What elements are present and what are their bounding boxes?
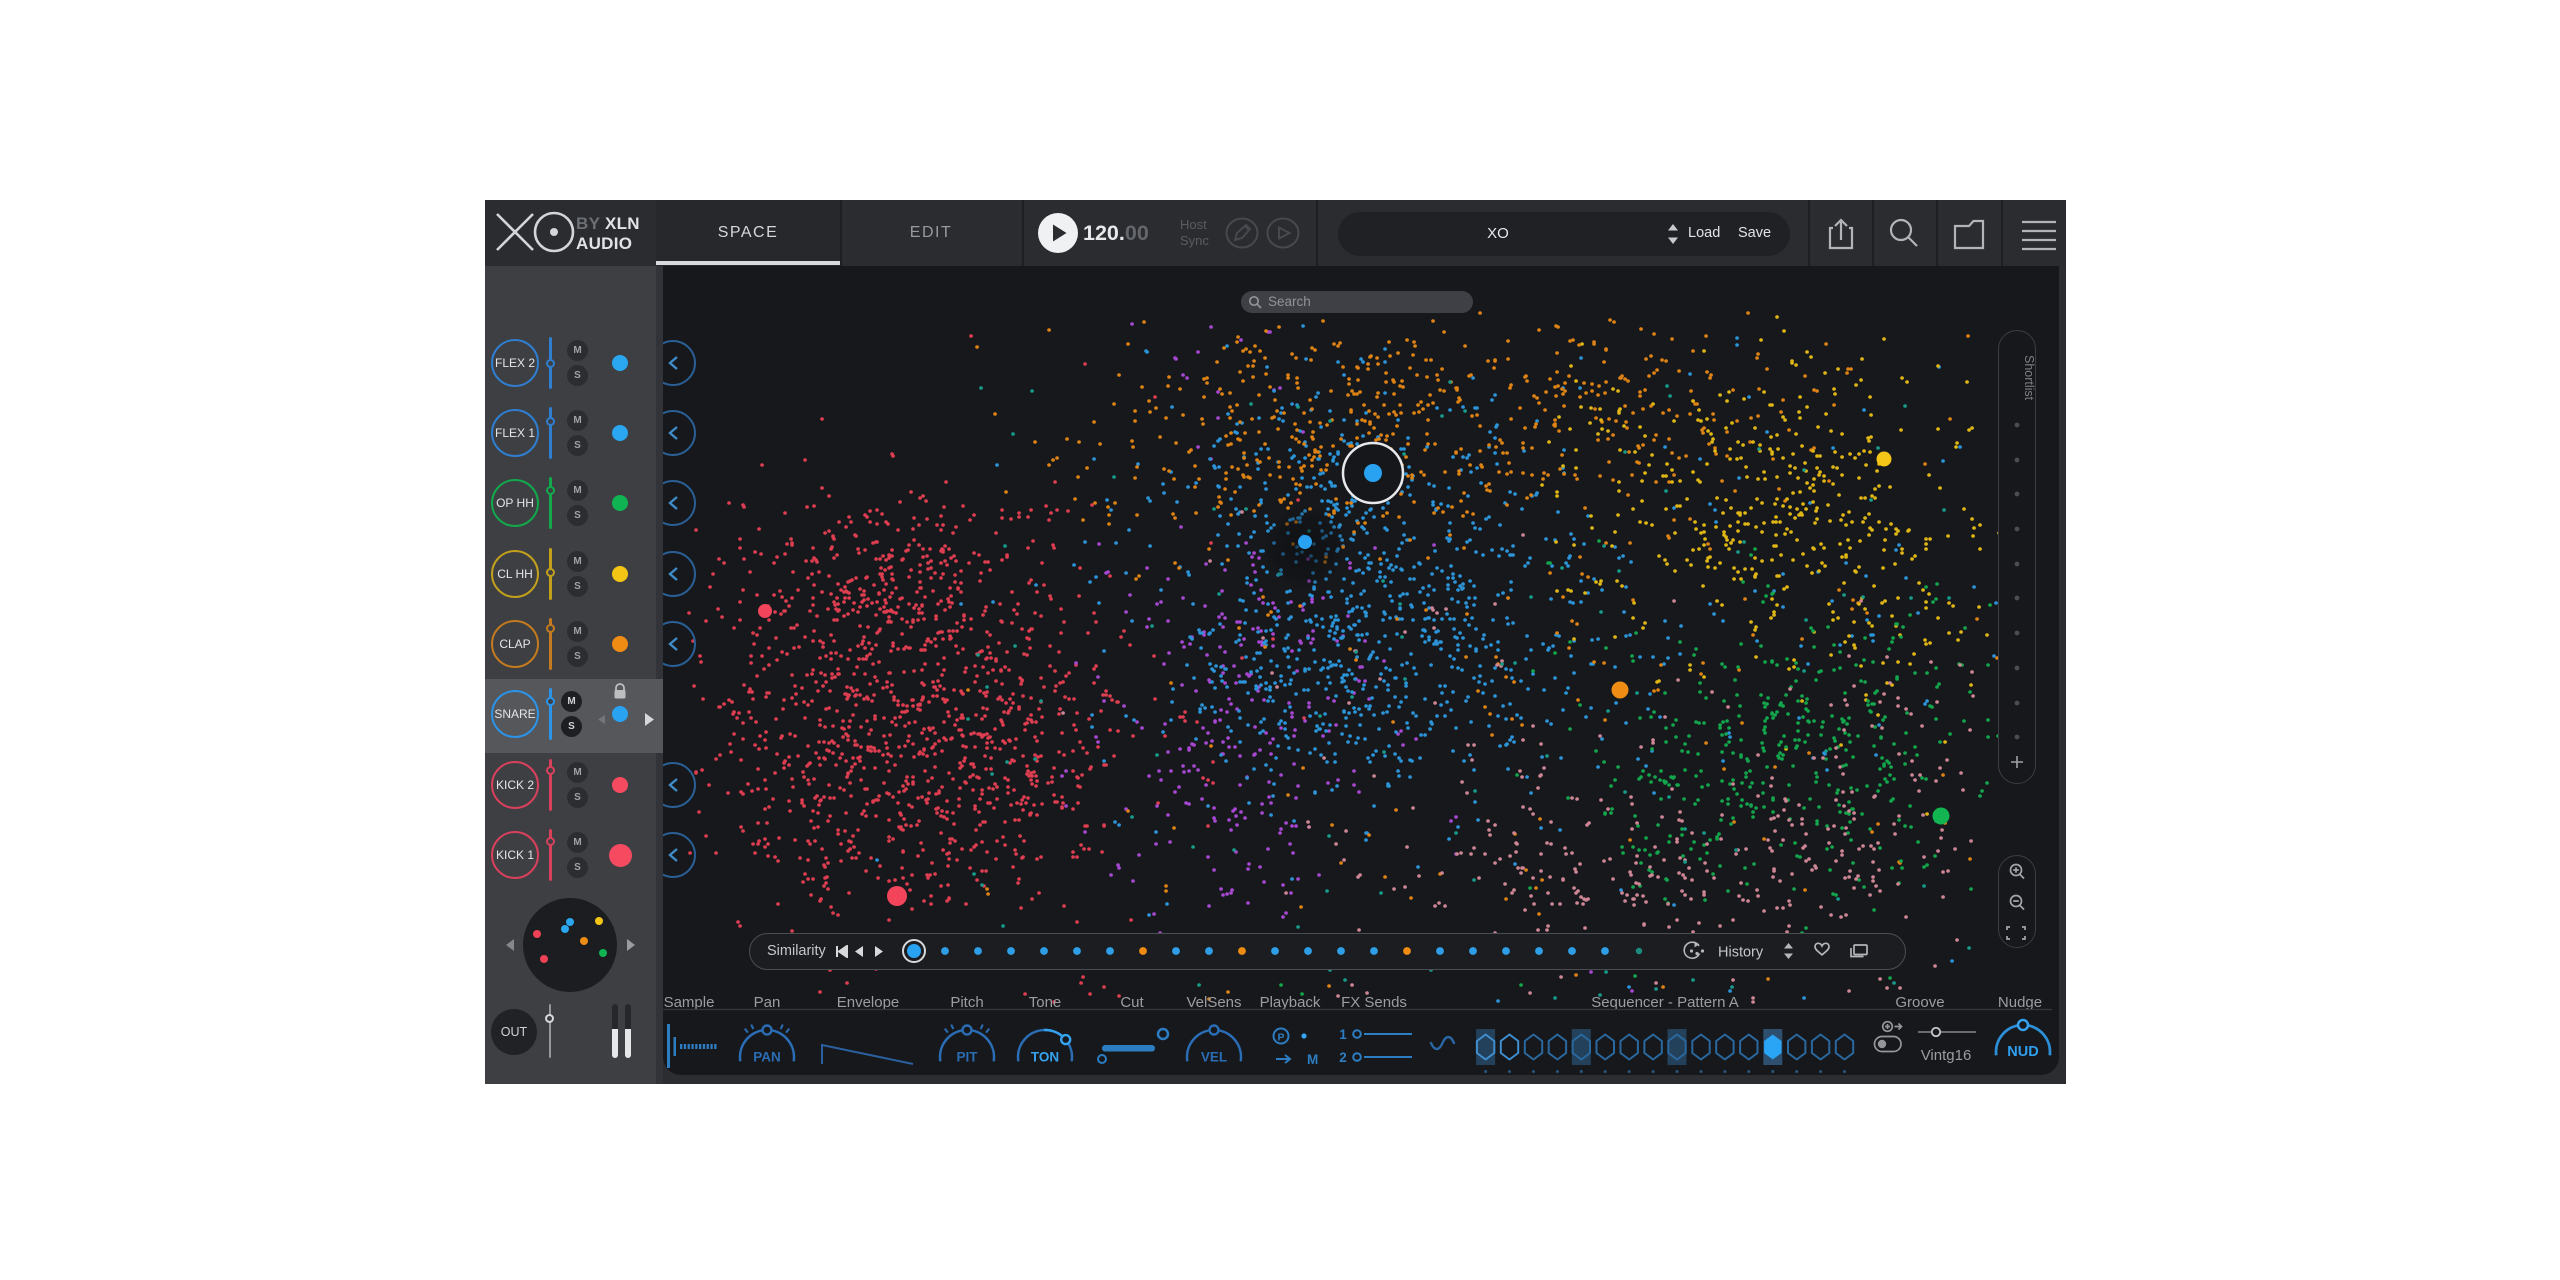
svg-text:Nudge: Nudge (1998, 994, 2042, 1011)
svg-text:P: P (1277, 1032, 1284, 1044)
svg-text:Sync: Sync (1180, 233, 1209, 248)
svg-text:Pan: Pan (754, 994, 781, 1011)
svg-text:Sample: Sample (664, 994, 715, 1011)
svg-text:Playback: Playback (1260, 994, 1321, 1011)
svg-text:FX Sends: FX Sends (1341, 994, 1407, 1011)
svg-text:120.00: 120.00 (1083, 221, 1149, 245)
svg-text:Cut: Cut (1120, 994, 1144, 1011)
svg-text:VEL: VEL (1201, 1050, 1227, 1065)
svg-text:2: 2 (1339, 1050, 1347, 1065)
svg-text:1: 1 (1339, 1027, 1347, 1042)
svg-text:NUD: NUD (2007, 1044, 2038, 1060)
svg-text:VelSens: VelSens (1186, 994, 1241, 1011)
svg-text:Groove: Groove (1895, 994, 1944, 1011)
svg-text:Tone: Tone (1029, 994, 1062, 1011)
svg-text:TON: TON (1031, 1050, 1059, 1065)
svg-text:M: M (1307, 1052, 1318, 1067)
svg-text:PAN: PAN (753, 1050, 781, 1065)
svg-text:BY XLN: BY XLN (576, 214, 640, 233)
svg-text:PIT: PIT (956, 1050, 978, 1065)
svg-text:Pitch: Pitch (950, 994, 983, 1011)
svg-text:AUDIO: AUDIO (576, 234, 632, 253)
svg-text:Vintg16: Vintg16 (1921, 1047, 1972, 1064)
svg-text:Host: Host (1180, 217, 1207, 232)
svg-text:Sequencer - Pattern A: Sequencer - Pattern A (1591, 994, 1739, 1011)
svg-text:Envelope: Envelope (837, 994, 900, 1011)
svg-text:History: History (1718, 945, 1764, 961)
